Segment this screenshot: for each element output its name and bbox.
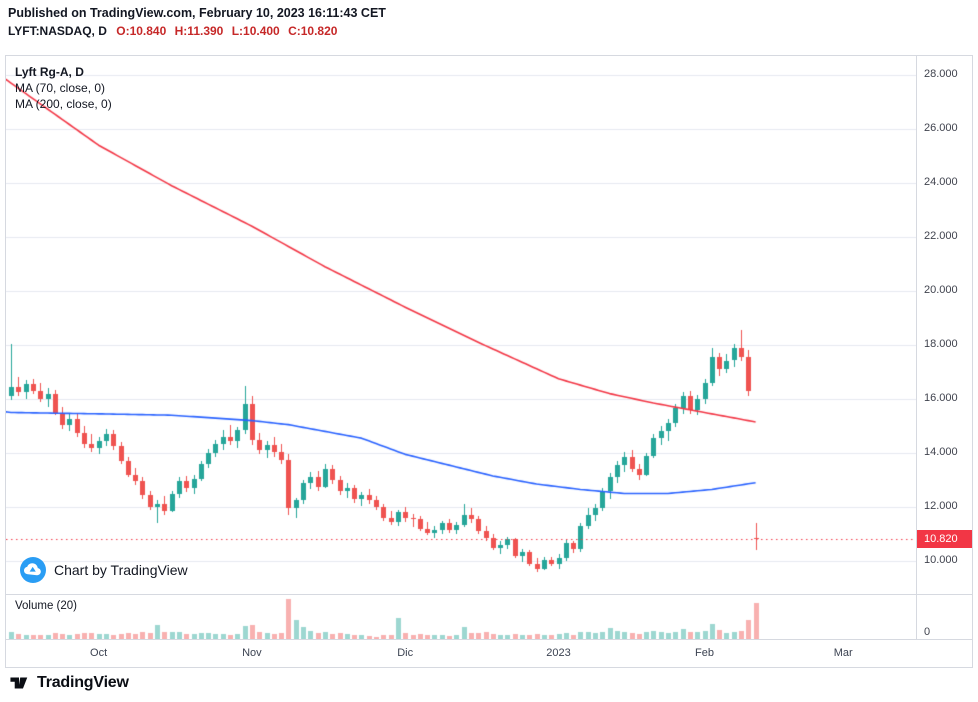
ohlc-close: C:10.820: [288, 24, 338, 38]
price-tick-label: 28.000: [924, 68, 958, 80]
price-tick-label: 10.000: [924, 554, 958, 566]
symbol-name: LYFT:NASDAQ, D: [8, 24, 107, 38]
price-tick-label: 16.000: [924, 392, 958, 404]
ohlc-open: O:10.840: [116, 24, 167, 38]
price-tick-label: 24.000: [924, 176, 958, 188]
volume-pane-separator: [6, 594, 972, 595]
tradingview-cloud-icon: [20, 557, 46, 583]
chart-frame: Lyft Rg-A, D MA (70, close, 0) MA (200, …: [5, 55, 973, 668]
legend-series-title: Lyft Rg-A, D: [15, 65, 84, 79]
price-tick-label: 14.000: [924, 446, 958, 458]
time-axis-label: 2023: [546, 647, 571, 659]
time-axis-label: Feb: [695, 647, 714, 659]
price-axis[interactable]: 10.820 0 28.000 26.000 24.000 22.000 20.000 1…: [916, 56, 972, 639]
time-axis[interactable]: Oct Nov Dic 2023 Feb Mar: [6, 639, 972, 667]
footer-brand[interactable]: TradingView: [37, 674, 129, 691]
price-tick-label: 26.000: [924, 122, 958, 134]
price-tick-label: 18.000: [924, 338, 958, 350]
legend-ma200: MA (200, close, 0): [15, 97, 112, 111]
price-tick-label: 22.000: [924, 230, 958, 242]
watermark-label: Chart by TradingView: [54, 562, 188, 578]
chart-legend: Lyft Rg-A, D MA (70, close, 0) MA (200, …: [15, 64, 112, 112]
price-tick-label: 20.000: [924, 284, 958, 296]
last-price-badge: 10.820: [917, 530, 972, 548]
ohlc-high: H:11.390: [174, 24, 224, 38]
tradingview-logo-icon: [10, 677, 28, 689]
published-line: Published on TradingView.com, February 1…: [8, 6, 386, 20]
legend-ma70: MA (70, close, 0): [15, 81, 106, 95]
volume-indicator-label: Volume (20): [15, 600, 78, 612]
price-tick-label: 12.000: [924, 500, 958, 512]
watermark-link[interactable]: Chart by TradingView: [20, 556, 188, 584]
time-axis-label: Mar: [833, 647, 853, 659]
footer: TradingView: [8, 671, 129, 695]
volume-zero-label: 0: [924, 626, 931, 638]
time-axis-label: Oct: [90, 647, 108, 659]
time-axis-label: Dic: [397, 647, 414, 659]
chart-canvas[interactable]: [6, 56, 916, 639]
time-axis-label: Nov: [242, 647, 262, 659]
symbol-ohlc-line: LYFT:NASDAQ, D O:10.840 H:11.390 L:10.40…: [8, 24, 342, 38]
ohlc-low: L:10.400: [231, 24, 280, 38]
